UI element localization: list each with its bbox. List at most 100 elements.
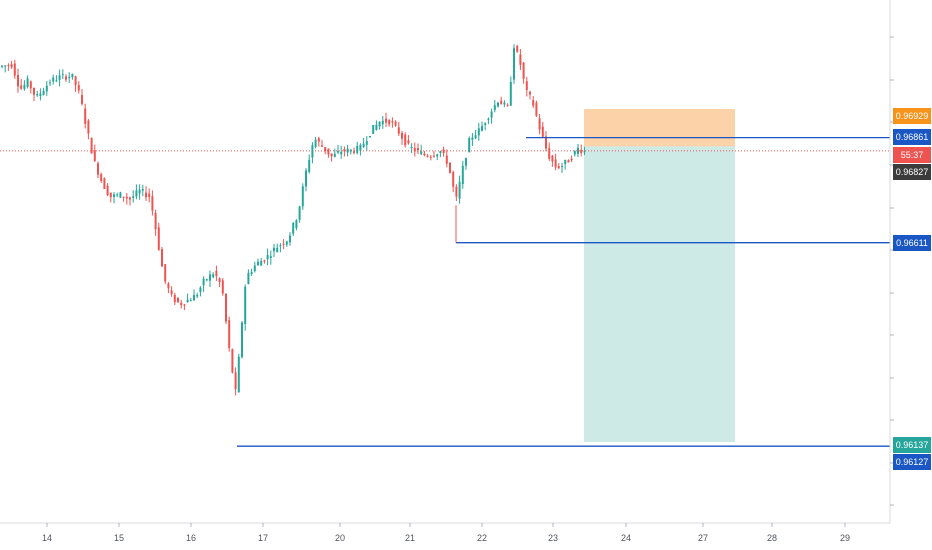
candle-body <box>570 158 573 161</box>
candle-body <box>497 102 499 107</box>
candle-body <box>17 75 19 87</box>
candle-body <box>183 304 186 306</box>
candle-body <box>132 196 135 199</box>
candle-body <box>141 189 144 191</box>
candle-body <box>71 73 74 78</box>
candle-body <box>68 76 71 78</box>
candle-body <box>391 121 394 123</box>
candle-body <box>372 124 375 134</box>
candle-body <box>449 162 451 173</box>
candle-body <box>362 143 365 148</box>
candle-body <box>356 146 359 153</box>
candle-body <box>535 102 538 116</box>
candle-body <box>394 121 397 126</box>
candle-body <box>241 322 243 358</box>
candle-body <box>378 121 381 127</box>
candle-body <box>87 120 90 134</box>
candle-body <box>122 196 125 198</box>
candle-body <box>205 279 208 281</box>
candle-body <box>577 147 579 154</box>
candle-body <box>481 125 483 131</box>
candle-body <box>500 100 503 105</box>
candle-body <box>583 151 586 153</box>
candle-body <box>314 139 317 147</box>
candle-body <box>234 372 237 390</box>
candle-body <box>474 135 477 139</box>
candle-body <box>525 81 528 90</box>
candle-body <box>365 141 368 145</box>
candle-body <box>471 137 474 140</box>
x-tick-label: 17 <box>258 533 268 543</box>
candle-body <box>529 91 531 95</box>
candle-body <box>199 287 202 293</box>
candle-body <box>138 189 141 194</box>
candle-body <box>250 272 253 274</box>
candle-body <box>231 349 234 373</box>
candle-body <box>554 159 557 168</box>
candle-body <box>301 186 304 207</box>
candle-body <box>289 235 291 243</box>
candle-body <box>148 193 151 198</box>
candle-body <box>308 159 311 172</box>
candle-body <box>564 159 567 165</box>
price-label-target-top: 0.96929 <box>893 108 931 124</box>
candle-body <box>513 48 515 80</box>
candle-body <box>545 136 547 149</box>
candle-body <box>353 151 355 153</box>
candle-body <box>429 156 432 158</box>
horizontal-lines[interactable] <box>237 136 890 447</box>
candle-body <box>442 149 445 154</box>
candle-body <box>29 81 32 89</box>
candle-body <box>161 249 163 267</box>
candle-body <box>541 126 544 137</box>
candle-body <box>167 283 170 289</box>
candle-body <box>173 295 176 303</box>
candle-body <box>164 264 167 282</box>
candle-body <box>490 111 493 118</box>
candle-body <box>493 105 496 110</box>
candle-body <box>247 272 250 284</box>
candle-body <box>10 64 13 68</box>
candle-body <box>58 75 61 80</box>
candle-body <box>548 148 551 159</box>
candle-body <box>218 278 221 283</box>
candle-body <box>503 102 506 105</box>
candle-body <box>36 94 39 96</box>
candle-body <box>151 196 154 211</box>
x-tick-label: 15 <box>114 533 124 543</box>
candle-body <box>135 190 138 197</box>
candle-body <box>119 192 122 198</box>
candle-body <box>340 151 343 155</box>
price-label-last-price: 0.96827 <box>893 164 931 180</box>
take-profit-zone <box>584 146 735 442</box>
candle-body <box>433 155 435 157</box>
candle-body <box>452 171 455 187</box>
candle-body <box>186 299 189 303</box>
candle-body <box>42 90 45 95</box>
candle-body <box>420 151 423 155</box>
candle-body <box>439 151 442 154</box>
candle-body <box>487 118 490 120</box>
candle-body <box>417 148 419 151</box>
candle-body <box>413 147 416 152</box>
candle-body <box>295 220 298 229</box>
candle-body <box>97 163 99 175</box>
candle-body <box>333 153 336 157</box>
candle-body <box>401 132 403 139</box>
candle-body <box>458 181 461 199</box>
candle-body <box>381 120 384 125</box>
candle-body <box>423 153 426 156</box>
candle-body <box>193 295 195 301</box>
candle-body <box>445 155 448 164</box>
candle-body <box>202 278 205 286</box>
candle-body <box>369 136 371 138</box>
candle-body <box>103 178 106 190</box>
candle-body <box>461 165 464 184</box>
candle-body <box>93 150 96 162</box>
candle-body <box>436 154 439 157</box>
candle-body <box>273 247 275 251</box>
candle-body <box>244 286 247 325</box>
candle-body <box>349 149 352 152</box>
candle-body <box>532 100 535 106</box>
